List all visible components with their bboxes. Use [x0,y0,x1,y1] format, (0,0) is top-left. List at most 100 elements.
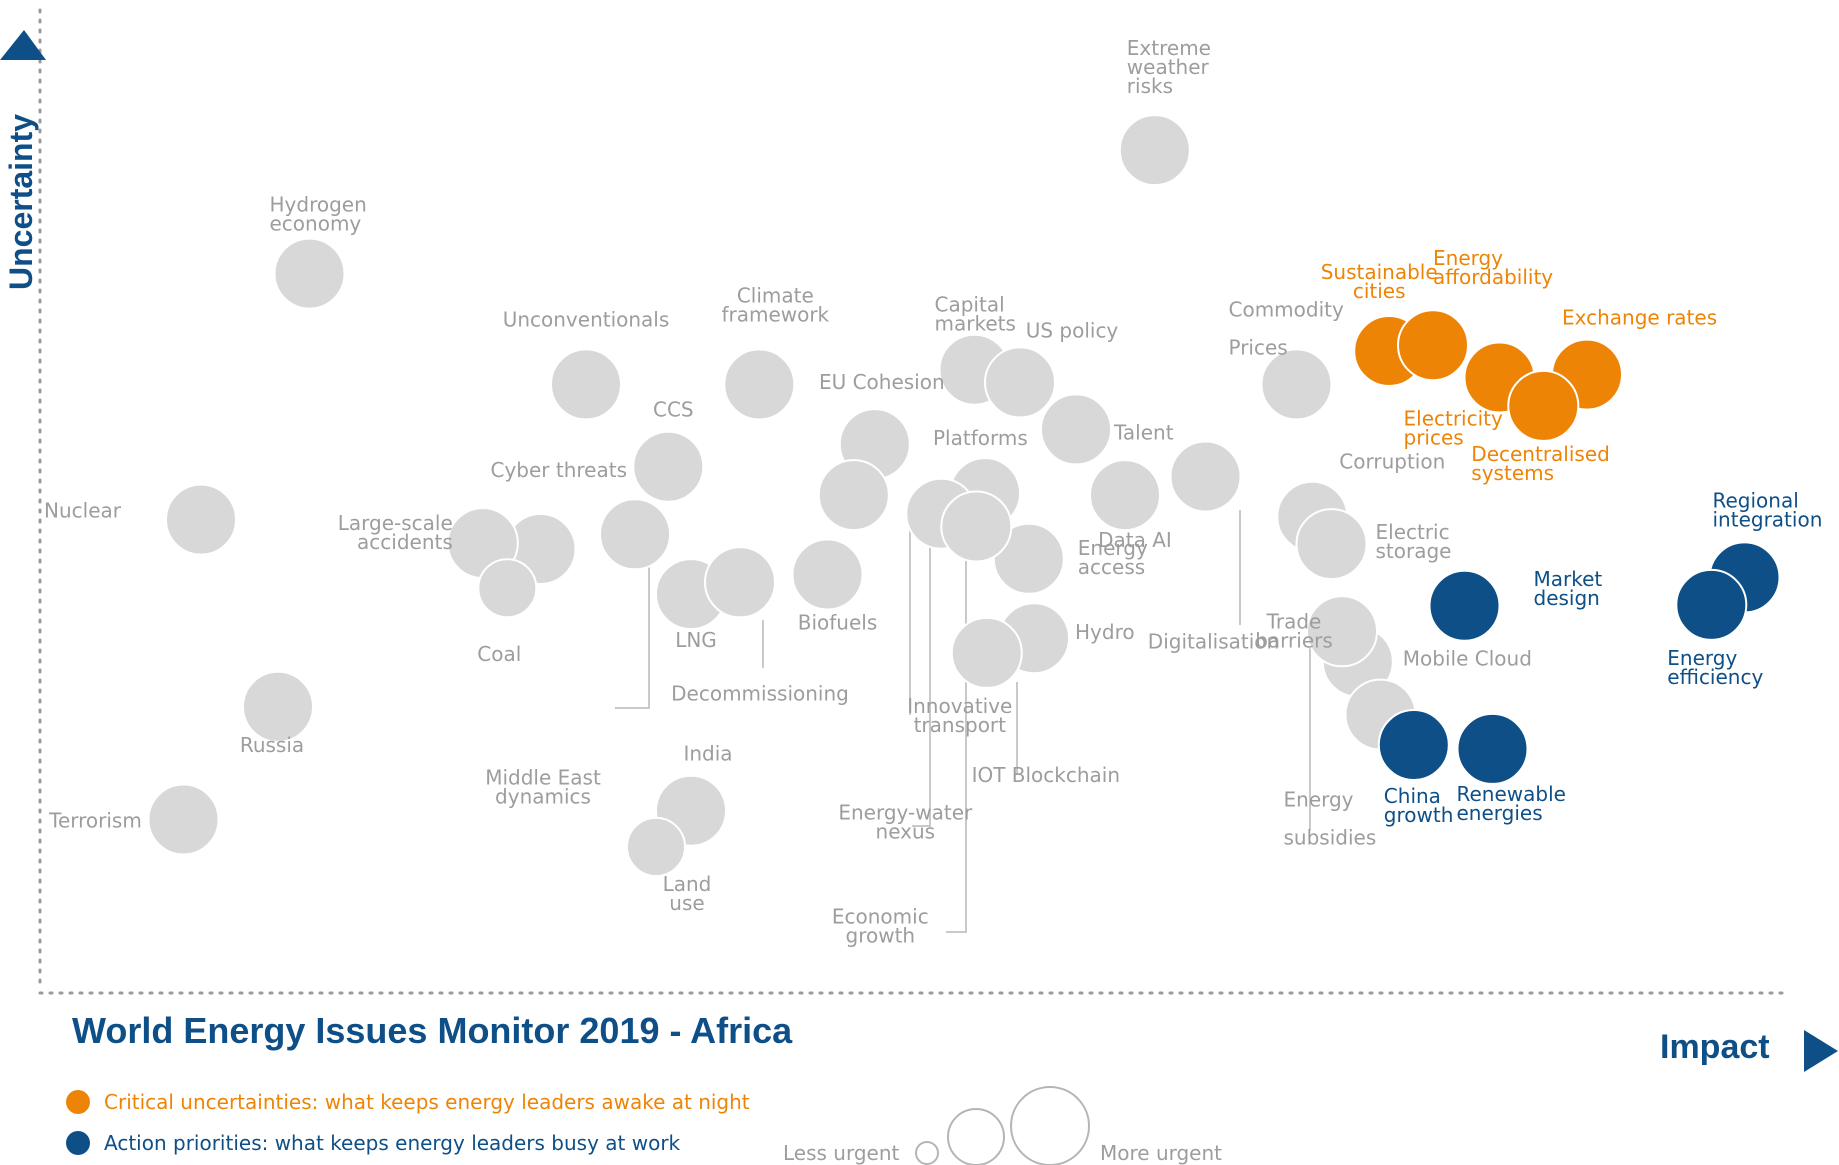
label-electricity-prices: Electricity prices [1404,407,1504,450]
label-data-ai: Data AI [1098,528,1172,552]
bubble-land-use [626,816,686,877]
bubble-climate-framework [723,348,796,421]
label-energy-affordability: Energy affordability [1433,246,1553,289]
legend-item-action: Action priorities: what keeps energy lea… [66,1131,680,1155]
y-axis-arrow-icon [0,30,46,60]
bubble-energy-access [992,522,1065,595]
label-china-growth: China growth [1384,784,1454,827]
label-mobile-cloud: Mobile Cloud [1403,647,1532,671]
more-urgent-label: More urgent [1100,1141,1223,1165]
label-market-design: Market design [1534,567,1603,610]
bubble-layer [147,114,1781,877]
label-trade-barriers: Trade barriers [1255,609,1333,652]
label-middle-east-dynamics: Middle East dynamics [485,765,601,808]
label-iot-blockchain: IOT Blockchain [972,763,1120,787]
legend-label-action: Action priorities: what keeps energy lea… [104,1131,681,1155]
label-sustainable-cities: Sustainable cities [1321,260,1438,303]
label-innovative-transport: Innovative transport [907,694,1012,737]
bubble-innovative-transport [817,459,890,532]
chart-title: World Energy Issues Monitor 2019 - Afric… [72,1010,793,1051]
label-terrorism: Terrorism [48,809,142,833]
label-energy-efficiency: Energy efficiency [1667,646,1763,689]
bubble-hydrogen-economy [273,237,346,310]
leader-line-economic-growth [946,560,967,933]
y-axis-title-text: Uncertainty [3,114,39,290]
label-lng: LNG [675,628,717,652]
leader-line-energy-water [912,530,931,827]
label-energy-water-nexus: Energy-water nexus [838,801,973,844]
label-hydro: Hydro [1075,620,1135,644]
bubble-renewable-energies [1456,712,1529,785]
bubble-economic-growth [940,490,1013,563]
label-nuclear: Nuclear [44,499,122,523]
orange-dot-icon [66,1090,90,1114]
label-cyber-threats: Cyber threats [491,458,628,482]
bubble-commodity-prices [1260,348,1333,421]
x-axis-title: Impact [1660,1028,1770,1066]
bubble-decommissioning [704,546,776,619]
bubble-data-ai [1089,459,1161,532]
label-commodity-prices: Commodity Prices [1229,297,1344,359]
bubble-russia [242,670,314,743]
bubble-us-policy [984,346,1056,419]
legend-label-critical: Critical uncertainties: what keeps energ… [104,1090,750,1114]
bubble-digitalisation [1169,440,1242,513]
bubble-ccs [632,430,705,503]
label-large-scale-accidents: Large-scale accidents [338,511,453,554]
size-legend [915,1086,1090,1165]
bubble-biofuels [791,538,864,611]
label-regional-integration: Regional integration [1713,488,1823,531]
size-legend-medium-circle [947,1108,1005,1165]
bubble-electric-storage [1295,508,1368,581]
x-axis-arrow-icon [1804,1030,1838,1072]
label-us-policy: US policy [1026,318,1119,342]
label-electric-storage: Electric storage [1376,520,1452,563]
bubble-energy-efficiency [1675,568,1748,641]
label-exchange-rates: Exchange rates [1562,306,1717,330]
label-layer: Extreme weather risks Hydrogen economy Unconv… [44,36,1822,947]
label-hydrogen-economy: Hydrogen economy [270,193,367,236]
bubble-unconventionals [550,348,622,421]
bubble-middle-east-dynamics [599,498,671,571]
y-axis-title: Uncertainty [0,60,40,290]
bubble-extreme-weather-risks [1118,114,1191,187]
label-eu-cohesion: EU Cohesion [819,370,945,394]
label-ccs: CCS [653,398,694,422]
size-legend-small-circle [915,1141,939,1165]
label-biofuels: Biofuels [798,611,878,635]
label-energy-subsidies: Energy subsidies [1284,788,1377,850]
bubble-coal [477,558,538,619]
bubble-nuclear [165,483,237,556]
label-economic-growth: Economic growth [832,905,929,948]
bubble-energy-affordability [1397,309,1469,382]
label-unconventionals: Unconventionals [503,307,670,331]
blue-dot-icon [66,1131,90,1155]
label-climate-framework: Climate framework [721,283,829,326]
size-legend-large-circle [1010,1086,1090,1165]
label-land-use: Land use [663,872,712,915]
bubble-iot-blockchain [950,616,1023,689]
label-corruption: Corruption [1339,450,1445,474]
label-renewable-energies: Renewable energies [1457,782,1566,825]
bubble-talent [1040,393,1112,466]
label-capital-markets: Capital markets [935,293,1016,336]
bubble-decentralised-systems [1507,369,1580,442]
label-coal: Coal [477,642,521,666]
label-decommissioning: Decommissioning [671,681,849,705]
bubble-market-design [1428,569,1501,642]
bubble-china-growth [1377,709,1450,781]
label-energy-access: Energy access [1078,536,1148,579]
bubble-terrorism [147,783,220,856]
less-urgent-label: Less urgent [783,1141,900,1165]
label-extreme-weather-risks: Extreme weather risks [1127,36,1211,98]
bubble-trade-barriers [1306,595,1378,668]
label-platforms: Platforms [933,426,1028,450]
label-talent: Talent [1113,420,1174,444]
legend-item-critical: Critical uncertainties: what keeps energ… [66,1090,750,1114]
label-india: India [683,742,732,766]
label-digitalisation: Digitalisation [1148,630,1279,654]
label-russia: Russia [240,733,304,757]
chart-axes [0,8,1838,1072]
leader-line-middle-east [615,545,650,709]
